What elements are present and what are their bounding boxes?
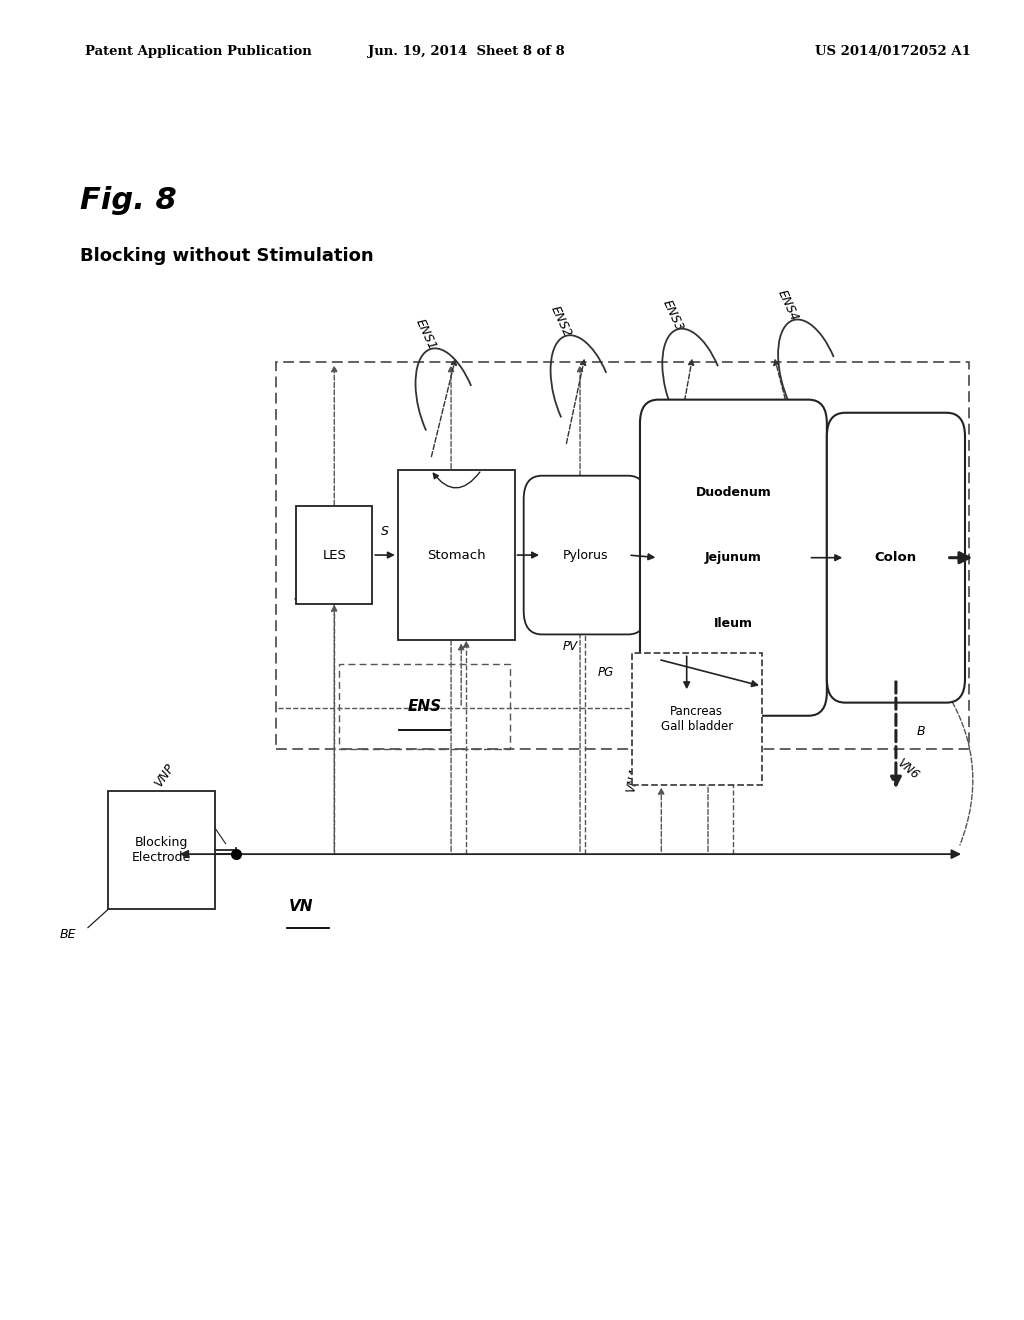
FancyBboxPatch shape [397,470,514,640]
FancyBboxPatch shape [109,791,215,909]
Text: Stomach: Stomach [427,549,485,561]
Text: VN4: VN4 [625,767,641,793]
Text: Fig. 8: Fig. 8 [80,186,177,215]
Text: ENS3: ENS3 [659,297,685,333]
Text: VN6: VN6 [895,756,922,781]
Text: Pylorus: Pylorus [562,549,608,561]
FancyBboxPatch shape [632,653,762,784]
FancyBboxPatch shape [523,475,646,635]
Text: Patent Application Publication: Patent Application Publication [85,45,312,58]
FancyBboxPatch shape [640,400,826,715]
Text: ENS4: ENS4 [775,288,801,323]
Text: Blocking
Electrode: Blocking Electrode [132,836,191,865]
Text: Blocking without Stimulation: Blocking without Stimulation [80,247,374,265]
Text: ENS2: ENS2 [548,304,573,339]
FancyBboxPatch shape [296,506,373,605]
Text: VN5: VN5 [671,721,688,747]
Text: VNP: VNP [152,762,177,789]
Text: Duodenum: Duodenum [695,486,771,499]
Text: Jun. 19, 2014  Sheet 8 of 8: Jun. 19, 2014 Sheet 8 of 8 [368,45,564,58]
Text: LES: LES [323,549,346,561]
Text: VN1: VN1 [293,576,310,602]
Text: Jejunum: Jejunum [705,552,762,564]
Text: ENS: ENS [408,700,441,714]
Text: I: I [823,614,826,627]
Text: B: B [916,725,925,738]
Text: Colon: Colon [874,552,916,564]
Text: PG: PG [597,667,613,680]
Text: Ileum: Ileum [714,616,753,630]
Text: S: S [381,525,389,539]
Text: PV: PV [562,640,578,652]
Text: ENS1: ENS1 [413,317,438,352]
Text: VN2: VN2 [412,569,429,595]
Text: VN: VN [289,899,313,913]
Text: BE: BE [59,928,76,941]
Text: US 2014/0172052 A1: US 2014/0172052 A1 [815,45,971,58]
Text: Pancreas
Gall bladder: Pancreas Gall bladder [660,705,733,733]
Text: VN3: VN3 [541,569,558,595]
FancyBboxPatch shape [826,413,965,702]
Text: A: A [632,610,640,623]
